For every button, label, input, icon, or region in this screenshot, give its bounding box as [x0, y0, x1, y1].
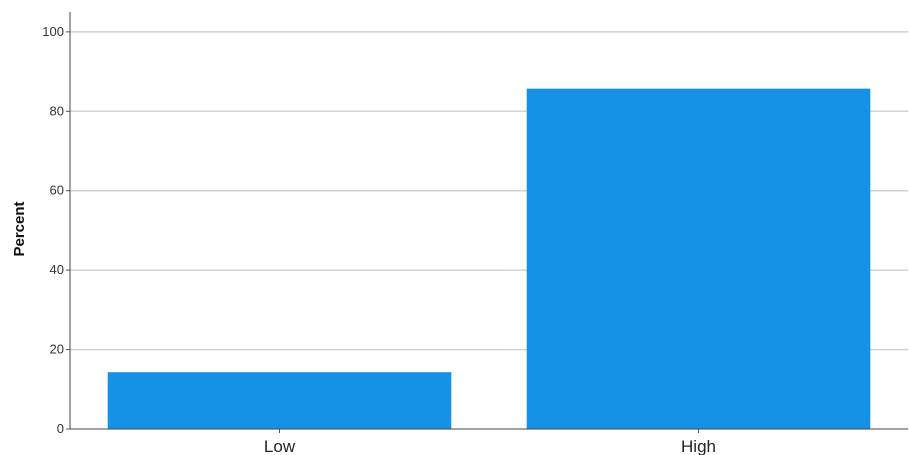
bars: [107, 88, 871, 430]
y-tick-labels: 0 20 40 60 80 100: [42, 24, 64, 436]
x-tick-labels: Low High: [264, 437, 716, 455]
y-tick-label: 60: [50, 183, 64, 198]
bar-high: [526, 88, 871, 430]
x-tick-label: Low: [264, 437, 296, 455]
y-axis-title: Percent: [11, 201, 28, 256]
y-tick-label: 0: [57, 421, 64, 436]
axes: [66, 12, 908, 433]
y-tick-label: 20: [50, 342, 64, 357]
y-tick-label: 40: [50, 262, 64, 277]
x-tick-label: High: [681, 437, 716, 455]
bar-low: [107, 372, 452, 429]
y-tick-label: 100: [42, 24, 64, 39]
y-tick-label: 80: [50, 103, 64, 118]
